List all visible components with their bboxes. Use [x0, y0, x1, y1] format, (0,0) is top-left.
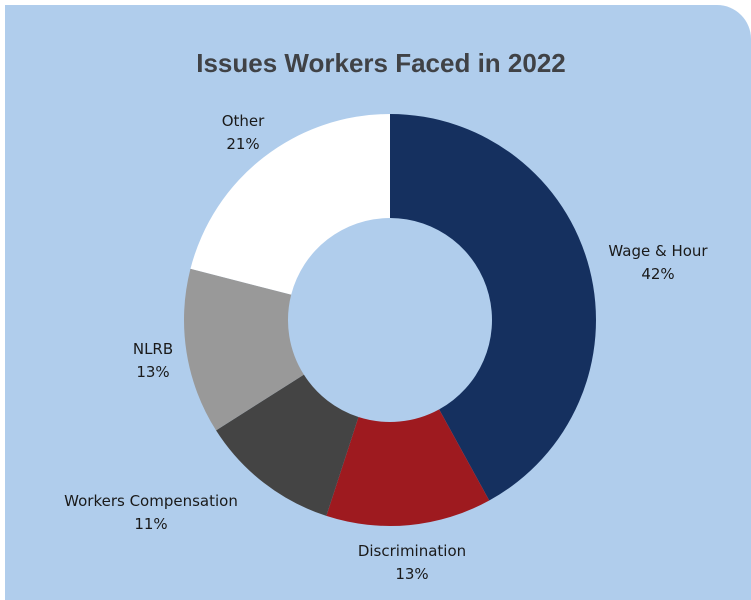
slice-nlrb — [184, 268, 304, 431]
slice-label: Workers Compensation — [64, 492, 238, 510]
slice-label: Wage & Hour — [608, 242, 708, 260]
donut-slices — [184, 114, 596, 526]
slice-workers-compensation — [216, 374, 359, 516]
slice-percent-label: 42% — [641, 265, 674, 283]
slice-label: Other — [222, 112, 265, 130]
slice-wage-hour — [390, 114, 596, 501]
slice-other — [190, 114, 390, 295]
slice-label: NLRB — [133, 340, 173, 358]
slice-label: Discrimination — [358, 542, 466, 560]
slice-percent-label: 21% — [226, 135, 259, 153]
chart-title: Issues Workers Faced in 2022 — [196, 48, 566, 78]
slice-percent-label: 11% — [134, 515, 167, 533]
slice-discrimination — [326, 409, 490, 526]
slice-labels: Wage & Hour 42% Discrimination 13% Workers C… — [64, 112, 708, 583]
slice-percent-label: 13% — [136, 363, 169, 381]
slice-percent-label: 13% — [395, 565, 428, 583]
